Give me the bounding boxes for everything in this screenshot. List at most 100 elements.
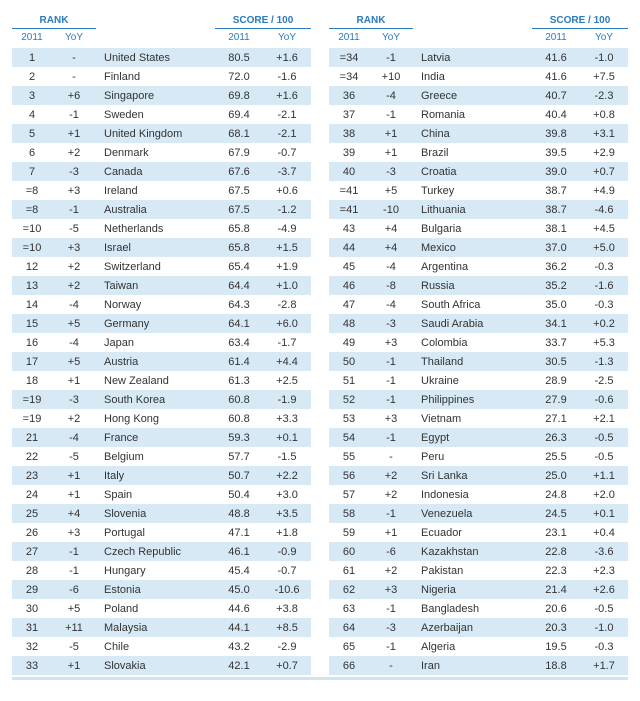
country-cell: South Africa <box>413 295 532 314</box>
score-yoy-cell: +0.1 <box>263 428 311 447</box>
score-yoy-cell: +5.0 <box>580 238 628 257</box>
score-yoy-cell: +7.5 <box>580 67 628 86</box>
country-cell: Ukraine <box>413 371 532 390</box>
score-cell: 60.8 <box>215 409 263 428</box>
yoy-cell: -1 <box>369 637 413 656</box>
country-cell: Estonia <box>96 580 215 599</box>
yoy-cell: +1 <box>52 371 96 390</box>
score-yoy-cell: +3.3 <box>263 409 311 428</box>
yoy-cell: -1 <box>52 200 96 219</box>
yoy-cell: +1 <box>52 485 96 504</box>
rank-cell: 4 <box>12 105 52 124</box>
country-cell: Sweden <box>96 105 215 124</box>
header-group-row: RANK SCORE / 100 <box>329 12 628 29</box>
score-yoy-cell: -2.3 <box>580 86 628 105</box>
score-cell: 26.3 <box>532 428 580 447</box>
yoy-cell: -1 <box>369 599 413 618</box>
yoy-cell: -4 <box>369 257 413 276</box>
score-yoy-header: YoY <box>263 29 311 49</box>
score-cell: 41.6 <box>532 67 580 86</box>
score-cell: 64.3 <box>215 295 263 314</box>
yoy-cell: -5 <box>52 637 96 656</box>
rank-cell: 55 <box>329 447 369 466</box>
yoy-cell: - <box>52 48 96 67</box>
country-cell: Australia <box>96 200 215 219</box>
country-cell: Denmark <box>96 143 215 162</box>
country-cell: Argentina <box>413 257 532 276</box>
rank-cell: 64 <box>329 618 369 637</box>
score-yoy-cell: -0.5 <box>580 599 628 618</box>
table-row: 15+5Germany64.1+6.0 <box>12 314 311 333</box>
rank-cell: 36 <box>329 86 369 105</box>
table-row: 4-1Sweden69.4-2.1 <box>12 105 311 124</box>
table-row: 49+3Colombia33.7+5.3 <box>329 333 628 352</box>
yoy-cell: +4 <box>369 219 413 238</box>
yoy-cell: - <box>52 67 96 86</box>
country-cell: Azerbaijan <box>413 618 532 637</box>
yoy-cell: +1 <box>52 466 96 485</box>
score-yoy-cell: +3.5 <box>263 504 311 523</box>
table-row: 33+1Slovakia42.1+0.7 <box>12 656 311 675</box>
country-cell: Nigeria <box>413 580 532 599</box>
rank-cell: 13 <box>12 276 52 295</box>
rank-cell: 28 <box>12 561 52 580</box>
score-yoy-cell: +0.2 <box>580 314 628 333</box>
score-yoy-cell: +2.5 <box>263 371 311 390</box>
score-cell: 39.0 <box>532 162 580 181</box>
rank-cell: 21 <box>12 428 52 447</box>
score-cell: 36.2 <box>532 257 580 276</box>
score-cell: 28.9 <box>532 371 580 390</box>
score-cell: 45.4 <box>215 561 263 580</box>
table-row: =41-10Lithuania38.7-4.6 <box>329 200 628 219</box>
rank-cell: 44 <box>329 238 369 257</box>
yoy-cell: +10 <box>369 67 413 86</box>
rank-cell: 1 <box>12 48 52 67</box>
country-cell: India <box>413 67 532 86</box>
yoy-cell: -1 <box>369 352 413 371</box>
left-column: RANK SCORE / 100 2011 YoY 2011 YoY 1-Uni… <box>12 12 311 675</box>
table-row: 7-3Canada67.6-3.7 <box>12 162 311 181</box>
rank-cell: =41 <box>329 181 369 200</box>
score-cell: 27.9 <box>532 390 580 409</box>
rank-group-header: RANK <box>329 12 413 29</box>
table-row: 52-1Philippines27.9-0.6 <box>329 390 628 409</box>
country-cell: Saudi Arabia <box>413 314 532 333</box>
yoy-cell: +5 <box>52 352 96 371</box>
country-cell: Venezuela <box>413 504 532 523</box>
rank-cell: 50 <box>329 352 369 371</box>
yoy-cell: -10 <box>369 200 413 219</box>
table-row: 21-4France59.3+0.1 <box>12 428 311 447</box>
country-cell: Croatia <box>413 162 532 181</box>
name-header <box>413 29 532 49</box>
score-yoy-cell: -0.3 <box>580 257 628 276</box>
yoy-cell: +1 <box>369 143 413 162</box>
country-cell: Slovakia <box>96 656 215 675</box>
score-cell: 38.1 <box>532 219 580 238</box>
table-row: 28-1Hungary45.4-0.7 <box>12 561 311 580</box>
score-cell: 65.4 <box>215 257 263 276</box>
table-row: =8+3Ireland67.5+0.6 <box>12 181 311 200</box>
table-row: 60-6Kazakhstan22.8-3.6 <box>329 542 628 561</box>
rank-cell: 53 <box>329 409 369 428</box>
yoy-cell: +3 <box>52 238 96 257</box>
score-cell: 80.5 <box>215 48 263 67</box>
score-yoy-header: YoY <box>580 29 628 49</box>
score-yoy-cell: +1.0 <box>263 276 311 295</box>
rank-cell: 31 <box>12 618 52 637</box>
country-cell: Lithuania <box>413 200 532 219</box>
country-cell: Turkey <box>413 181 532 200</box>
score-cell: 42.1 <box>215 656 263 675</box>
table-row: 53+3Vietnam27.1+2.1 <box>329 409 628 428</box>
country-cell: South Korea <box>96 390 215 409</box>
score-yoy-cell: -2.9 <box>263 637 311 656</box>
header-group-row: RANK SCORE / 100 <box>12 12 311 29</box>
score-cell: 44.6 <box>215 599 263 618</box>
score-cell: 69.8 <box>215 86 263 105</box>
country-cell: Mexico <box>413 238 532 257</box>
score-cell: 67.6 <box>215 162 263 181</box>
rank-cell: 48 <box>329 314 369 333</box>
score-cell: 25.0 <box>532 466 580 485</box>
rank-cell: 23 <box>12 466 52 485</box>
name-header <box>96 29 215 49</box>
table-row: 58-1Venezuela24.5+0.1 <box>329 504 628 523</box>
